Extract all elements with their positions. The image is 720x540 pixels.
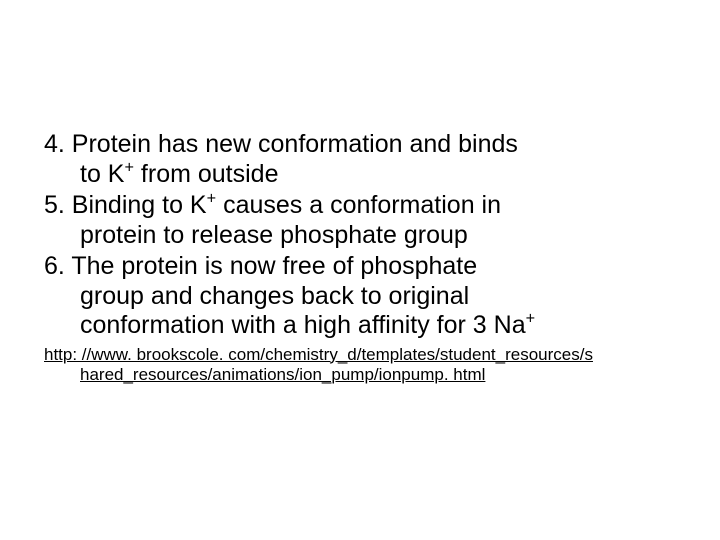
list-item-5: 5. Binding to K+ causes a conformation i… xyxy=(44,191,676,250)
list-text: The protein is now free of phosphate xyxy=(71,252,477,280)
list-number: 5. xyxy=(44,191,72,219)
list-item-4: 4. Protein has new conformation and bind… xyxy=(44,130,676,189)
list-text: Protein has new conformation and binds xyxy=(72,130,518,158)
list-text-line2: protein to release phosphate group xyxy=(44,221,676,251)
list-text-frag: to K xyxy=(80,160,124,188)
list-text-frag: from outside xyxy=(134,160,279,188)
list-item-6: 6. The protein is now free of phosphate … xyxy=(44,252,676,341)
url-line1: http: //www. brookscole. com/chemistry_d… xyxy=(44,345,593,364)
url-line2: hared_resources/animations/ion_pump/ionp… xyxy=(44,365,676,385)
superscript: + xyxy=(207,190,217,208)
list-text-line3: conformation with a high affinity for 3 … xyxy=(44,311,676,341)
list-text-frag: causes a conformation in xyxy=(216,191,501,219)
list-text-line2: group and changes back to original xyxy=(44,282,676,312)
list-text-frag: Binding to K xyxy=(72,191,207,219)
superscript: + xyxy=(124,158,134,176)
list-number: 6. xyxy=(44,252,71,280)
slide: 4. Protein has new conformation and bind… xyxy=(0,0,720,540)
list-text-frag: conformation with a high affinity for 3 … xyxy=(80,311,526,339)
list-body: 4. Protein has new conformation and bind… xyxy=(44,130,676,385)
reference-url[interactable]: http: //www. brookscole. com/chemistry_d… xyxy=(44,345,676,386)
list-number: 4. xyxy=(44,130,72,158)
superscript: + xyxy=(526,310,536,328)
list-text-line2: to K+ from outside xyxy=(44,160,676,190)
